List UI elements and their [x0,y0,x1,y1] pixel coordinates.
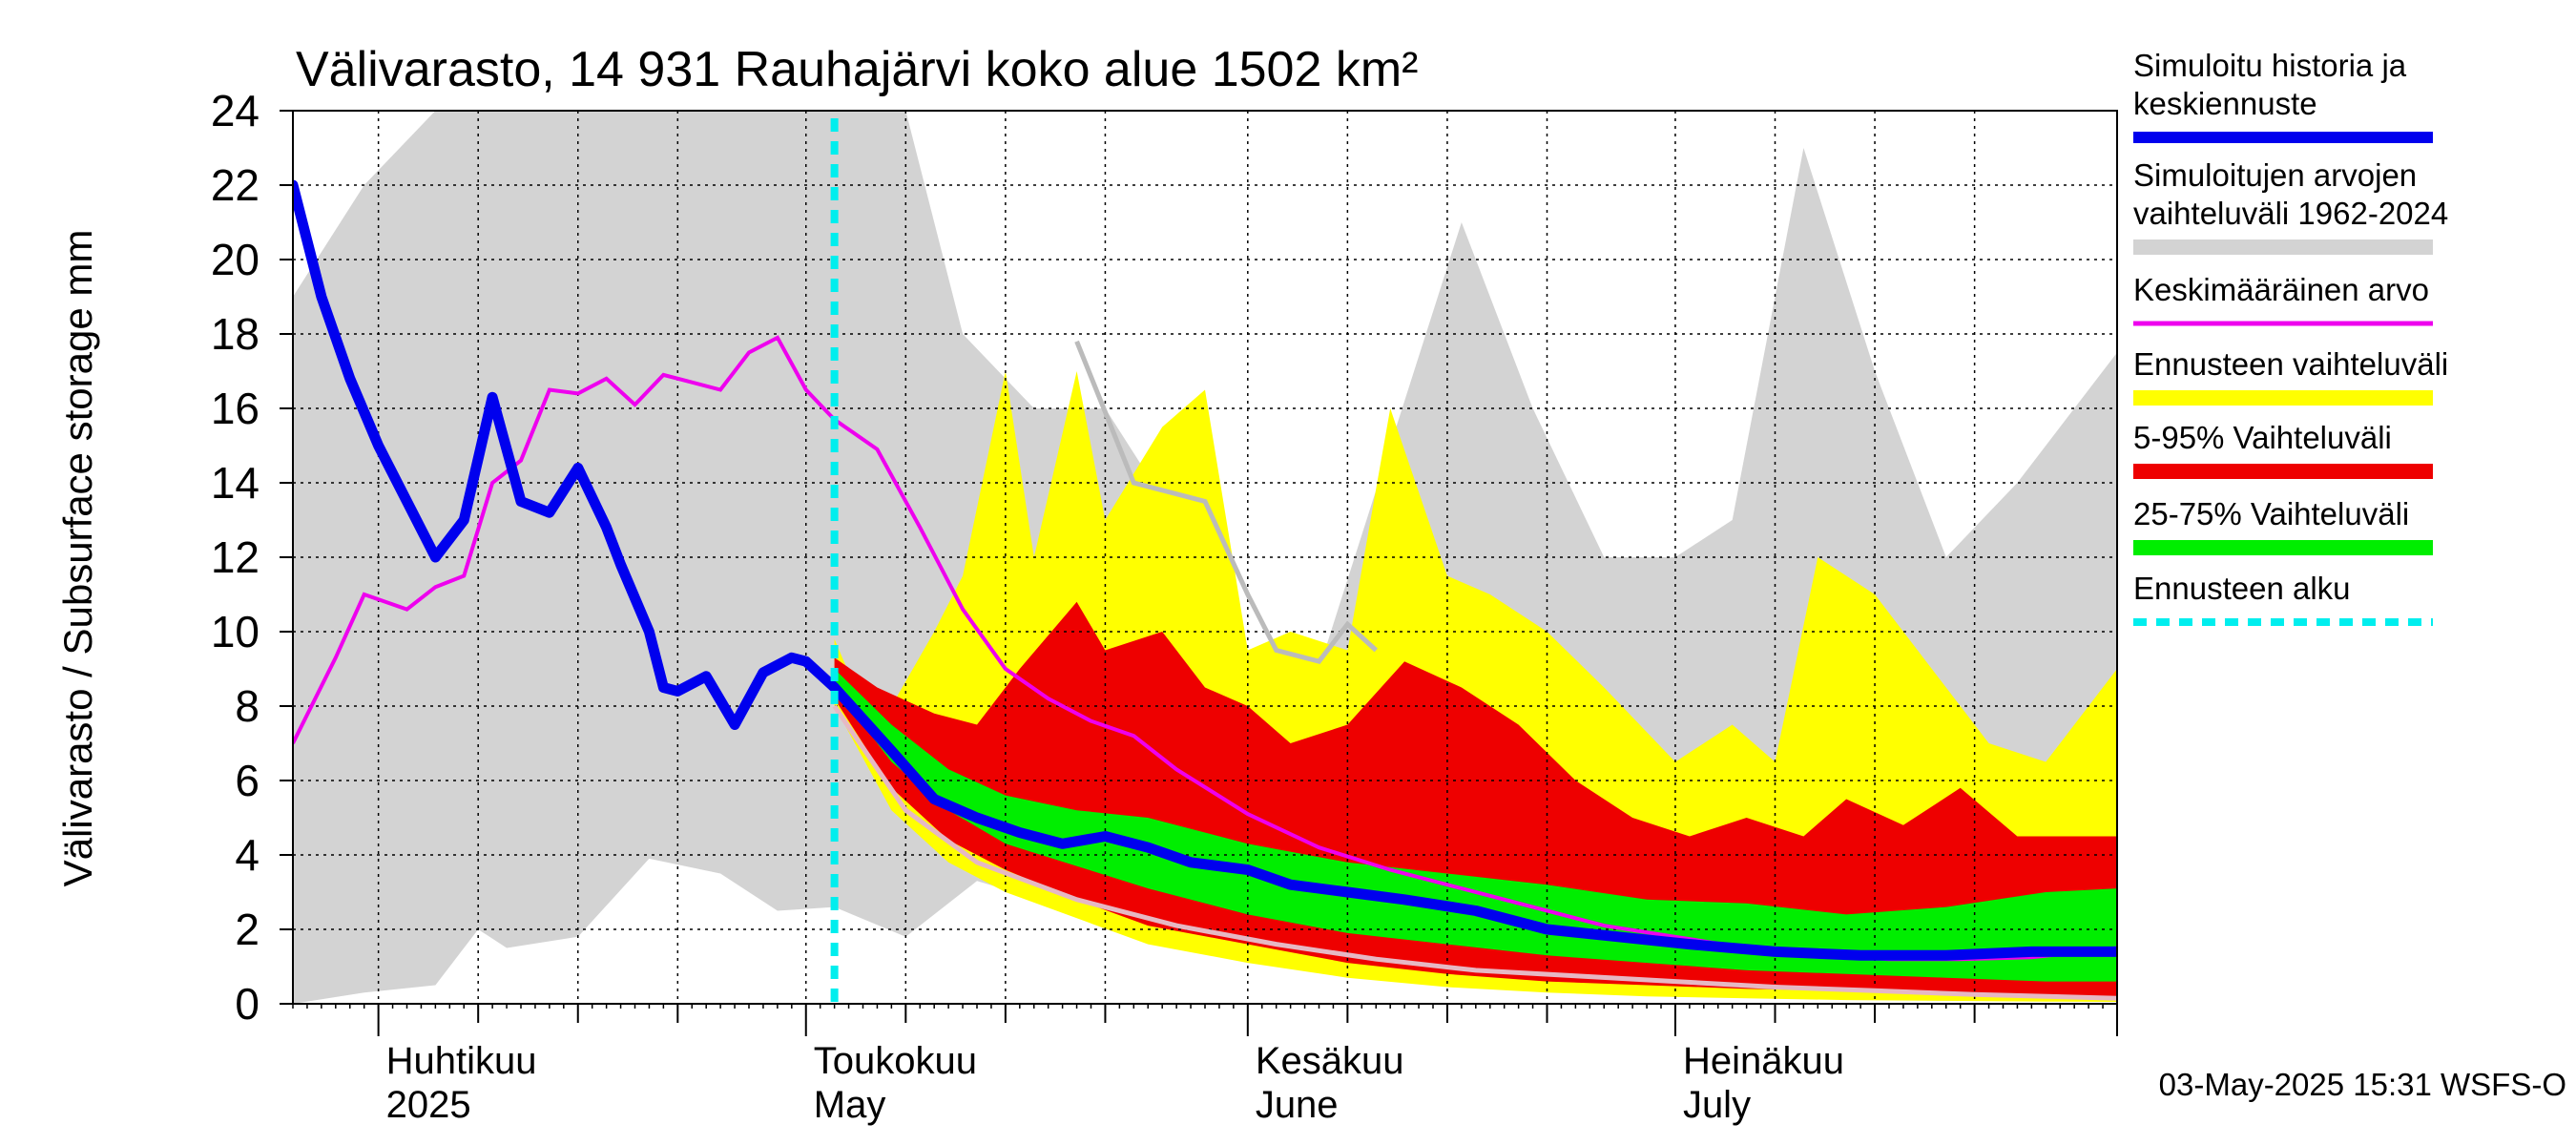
y-tick-label: 14 [211,458,260,508]
legend-label: keskiennuste [2133,86,2317,121]
footer-timestamp: 03-May-2025 15:31 WSFS-O [2159,1067,2566,1102]
legend-swatch [2133,239,2433,255]
simulated-history-median-line [293,179,2117,961]
y-tick-label: 24 [211,86,260,135]
legend-label: vaihteluväli 1962-2024 [2133,196,2448,231]
x-month-label: Toukokuu [814,1040,977,1082]
y-tick-label: 8 [235,681,260,731]
historical-min-line [832,704,2117,1001]
legend-label: Simuloitujen arvojen [2133,157,2417,193]
x-month-sublabel: May [814,1084,886,1126]
y-tick-label: 10 [211,607,260,656]
chart-lines [293,118,2117,1004]
y-tick-label: 0 [235,979,260,1029]
x-month-sublabel: June [1256,1084,1339,1126]
legend-label: Simuloitu historia ja [2133,48,2407,83]
legend-swatch [2133,390,2433,406]
y-tick-label: 2 [235,905,260,954]
chart-title: Välivarasto, 14 931 Rauhajärvi koko alue… [296,42,1418,97]
legend-swatch [2133,464,2433,479]
range-5-95-band [834,601,2117,997]
x-month-label: Huhtikuu [386,1040,537,1082]
y-tick-label: 4 [235,830,260,880]
x-month-label: Heinäkuu [1683,1040,1844,1082]
x-month-sublabel: July [1683,1084,1751,1126]
y-tick-label: 20 [211,235,260,284]
legend-label: Keskimääräinen arvo [2133,272,2429,307]
legend-label: 25-75% Vaihteluväli [2133,496,2409,531]
y-tick-label: 22 [211,160,260,210]
y-tick-label: 12 [211,532,260,582]
grid-lines [293,111,2117,1004]
mean-value-line [293,335,2117,962]
historical-inner-line [1074,340,1378,665]
legend-label: Ennusteen alku [2133,571,2351,606]
axis-ticks: 024681012141618202224Huhtikuu2025Toukoku… [211,86,2118,1126]
y-tick-label: 18 [211,309,260,359]
y-tick-label: 16 [211,384,260,433]
legend-label: Ennusteen vaihteluväli [2133,346,2448,382]
legend-label: 5-95% Vaihteluväli [2133,420,2392,455]
y-axis-label: Välivarasto / Subsurface storage mm [55,230,100,887]
x-month-label: Kesäkuu [1256,1040,1404,1082]
x-month-sublabel: 2025 [386,1084,471,1126]
y-tick-label: 6 [235,756,260,805]
legend-swatch [2133,540,2433,555]
